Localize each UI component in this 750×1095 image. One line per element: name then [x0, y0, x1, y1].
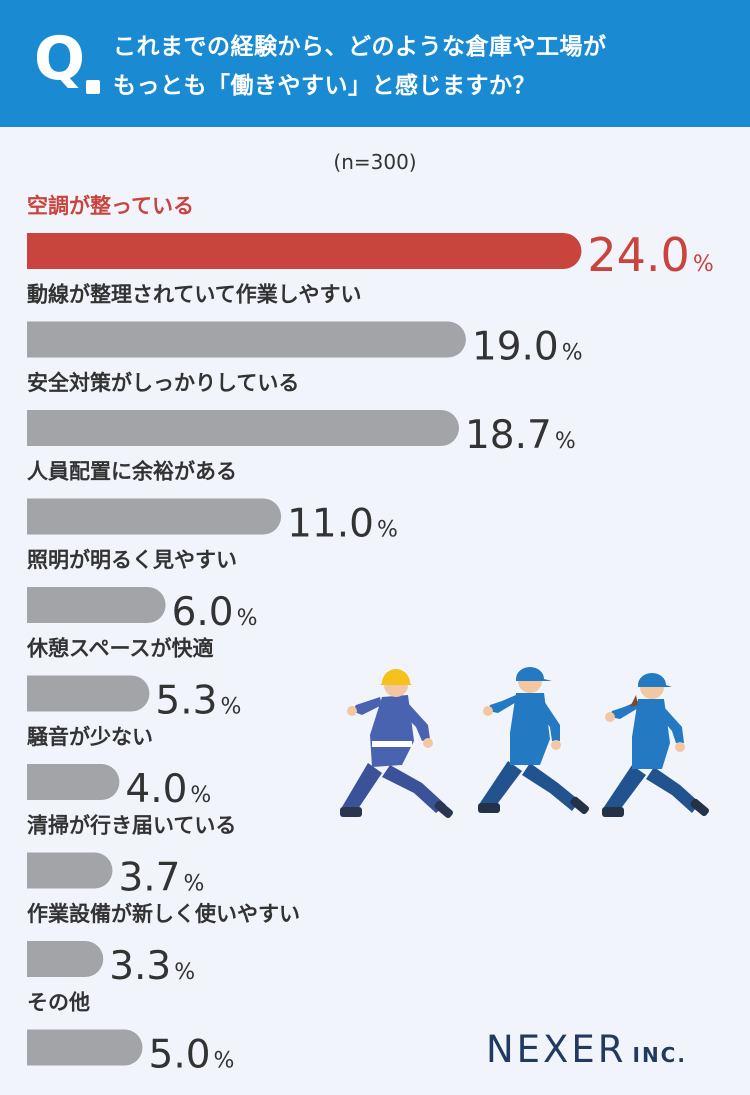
category-label: 清掃が行き届いている	[27, 814, 236, 838]
nexer-logo: NEXER INC.	[486, 1028, 687, 1071]
running-workers-illustration	[340, 667, 710, 819]
q-mark: Q	[34, 24, 86, 94]
category-label: 安全対策がしっかりしている	[27, 371, 299, 395]
bar	[27, 498, 282, 535]
category-label: 作業設備が新しく使いやすい	[27, 902, 300, 926]
question-line-2: もっとも「働きやすい」と感じますか？	[113, 73, 536, 99]
bar	[27, 675, 150, 712]
bar	[27, 587, 166, 623]
q-dot	[86, 80, 100, 94]
bar	[27, 233, 582, 269]
value-label: 24.0%	[587, 228, 713, 282]
worker-3	[602, 673, 710, 817]
bar	[27, 852, 113, 889]
value-label: 5.0%	[149, 1033, 235, 1078]
category-label: 人員配置に余裕がある	[27, 460, 237, 484]
bar	[27, 764, 120, 800]
value-label: 18.7%	[465, 413, 576, 458]
category-label: 空調が整っている	[27, 194, 194, 218]
bar	[27, 1029, 143, 1066]
bar	[27, 410, 459, 446]
value-label: 6.0%	[172, 590, 258, 635]
bar	[27, 321, 466, 358]
category-label: 動線が整理されていて作業しやすい	[27, 283, 362, 307]
logo-suffix: INC.	[632, 1043, 687, 1067]
bar	[27, 941, 104, 977]
category-label: 照明が明るく見やすい	[27, 548, 237, 572]
value-label: 11.0%	[287, 502, 398, 547]
value-label: 19.0%	[472, 325, 583, 370]
category-label: その他	[27, 991, 90, 1015]
worker-2	[478, 667, 590, 815]
logo-name: NEXER	[486, 1028, 627, 1071]
worker-1	[340, 669, 454, 819]
sample-size-note: (n=300)	[333, 150, 417, 174]
question-line-1: これまでの経験から、どのような倉庫や工場が	[113, 34, 607, 60]
value-label: 4.0%	[125, 767, 211, 812]
category-label: 休憩スペースが快適	[26, 637, 213, 661]
question-header: Q これまでの経験から、どのような倉庫や工場が もっとも「働きやすい」と感じます…	[0, 0, 750, 127]
category-label: 騒音が少ない	[27, 725, 153, 749]
value-label: 3.7%	[118, 856, 204, 901]
value-label: 3.3%	[109, 944, 195, 989]
value-label: 5.3%	[155, 679, 241, 724]
